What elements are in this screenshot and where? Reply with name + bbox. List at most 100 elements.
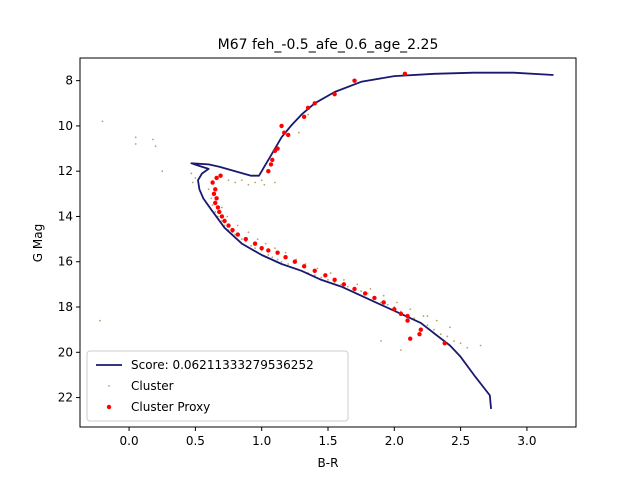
cluster-point xyxy=(254,181,256,184)
cluster-point xyxy=(366,292,369,295)
cluster-point xyxy=(274,181,276,184)
cluster-proxy-point xyxy=(214,175,219,181)
cluster-point xyxy=(479,344,482,347)
cluster-proxy-point xyxy=(272,148,278,154)
cluster-point xyxy=(98,319,101,322)
cluster-point xyxy=(250,244,252,247)
cluster-point xyxy=(396,301,398,304)
cluster-proxy-point xyxy=(381,300,386,305)
cluster-point xyxy=(274,247,276,250)
cluster-proxy-point xyxy=(266,248,271,253)
x-tick-label: 2.5 xyxy=(451,434,470,448)
cluster-point xyxy=(214,211,217,213)
x-tick-label: 2.0 xyxy=(385,434,404,448)
legend-proxy-marker xyxy=(106,404,112,410)
cluster-point xyxy=(134,136,137,139)
legend-label-score: Score: 0.06211333279536252 xyxy=(131,358,314,372)
cluster-point xyxy=(369,288,372,290)
legend-label-cluster: Cluster xyxy=(131,379,174,393)
cluster-point xyxy=(284,251,287,254)
cluster-proxy-point xyxy=(372,295,377,301)
cluster-point xyxy=(247,231,250,234)
cluster-point xyxy=(267,254,270,256)
cluster-point xyxy=(356,283,359,286)
cluster-point xyxy=(380,301,382,304)
cluster-point xyxy=(234,233,237,236)
cluster-point xyxy=(446,335,449,338)
cluster-proxy-point xyxy=(252,241,258,246)
cluster-point xyxy=(194,177,197,179)
y-tick-label: 20 xyxy=(58,345,73,359)
cluster-point xyxy=(459,342,462,345)
x-tick-label: 1.0 xyxy=(252,434,271,448)
cluster-proxy-point xyxy=(243,236,248,242)
cluster-point xyxy=(152,138,154,141)
cluster-proxy-point xyxy=(217,209,222,215)
cluster-point xyxy=(449,326,451,329)
cluster-point xyxy=(380,340,382,342)
cluster-point xyxy=(435,319,438,322)
cluster-proxy-point xyxy=(268,162,274,167)
cluster-point xyxy=(433,328,435,331)
cluster-proxy-point xyxy=(222,218,227,224)
cluster-point xyxy=(134,143,137,145)
cluster-point xyxy=(280,260,283,263)
cluster-proxy-point xyxy=(352,286,357,292)
cluster-proxy-point xyxy=(279,123,284,129)
cluster-proxy-point xyxy=(226,223,231,228)
cluster-proxy-point xyxy=(213,200,218,206)
cluster-point xyxy=(360,290,363,293)
cluster-proxy-point xyxy=(398,311,404,317)
cluster-point xyxy=(320,276,323,279)
cluster-proxy-point xyxy=(230,227,235,233)
cluster-point xyxy=(409,308,412,311)
cluster-proxy-point xyxy=(312,268,317,273)
cluster-point xyxy=(256,238,259,241)
cluster-point xyxy=(263,183,266,186)
cluster-proxy-point xyxy=(405,318,410,323)
cluster-point xyxy=(161,170,164,173)
cluster-point xyxy=(240,179,243,182)
cluster-proxy-point xyxy=(219,214,225,219)
cluster-point xyxy=(327,278,329,281)
cluster-point xyxy=(382,294,385,297)
cluster-proxy-point xyxy=(312,101,317,106)
cluster-point xyxy=(340,283,343,286)
cluster-proxy-point xyxy=(270,157,275,163)
legend: Score: 0.06211333279536252 Cluster Clust… xyxy=(86,350,349,422)
cluster-point xyxy=(264,242,267,245)
cluster-proxy-point xyxy=(235,232,241,237)
cluster-proxy-point xyxy=(282,130,287,135)
cluster-point xyxy=(287,263,290,265)
cluster-proxy-point xyxy=(218,173,223,178)
cluster-point xyxy=(221,206,223,209)
cluster-proxy-point xyxy=(286,132,291,138)
chart-title: M67 feh_-0.5_afe_0.6_age_2.25 xyxy=(218,37,439,53)
cluster-proxy-point xyxy=(210,180,215,185)
cluster-point xyxy=(190,172,193,175)
cluster-proxy-point xyxy=(305,105,311,111)
cluster-proxy-point xyxy=(214,196,219,201)
y-tick-label: 12 xyxy=(58,164,73,178)
cluster-proxy-point xyxy=(332,277,337,283)
cluster-point xyxy=(236,224,239,227)
cluster-proxy-point xyxy=(402,71,408,77)
legend-label-cluster-proxy: Cluster Proxy xyxy=(131,400,210,414)
cluster-point xyxy=(271,256,274,259)
cluster-point xyxy=(226,215,229,218)
cluster-proxy-point xyxy=(417,331,422,337)
cluster-proxy-point xyxy=(215,205,221,210)
cluster-point xyxy=(254,247,256,250)
cluster-point xyxy=(260,179,263,182)
cluster-point xyxy=(453,340,455,342)
plot-area: 0.0 0.5 1.0 1.5 2.0 2.5 3.0 8 10 12 14 16 18 20 22 xyxy=(58,57,577,448)
y-tick-label: 18 xyxy=(58,300,73,314)
cluster-point xyxy=(240,238,243,241)
cluster-point xyxy=(329,272,332,274)
cluster-proxy-point xyxy=(341,282,347,287)
cluster-point xyxy=(221,220,223,222)
cluster-point xyxy=(426,324,429,327)
cluster-point xyxy=(400,349,402,351)
cluster-proxy-point xyxy=(283,255,288,260)
